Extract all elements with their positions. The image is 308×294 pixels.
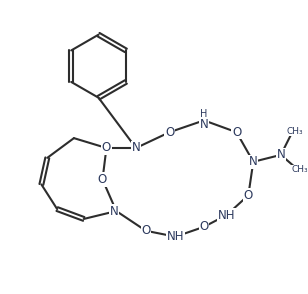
- Text: N: N: [110, 205, 119, 218]
- Text: N: N: [277, 148, 285, 161]
- Text: NH: NH: [167, 230, 184, 243]
- Text: N: N: [249, 155, 258, 168]
- Text: O: O: [102, 141, 111, 154]
- Text: NH: NH: [218, 208, 235, 221]
- Text: O: O: [98, 173, 107, 186]
- Text: O: O: [232, 126, 241, 139]
- Text: O: O: [199, 220, 209, 233]
- Text: N: N: [200, 118, 209, 131]
- Text: H
N: H N: [200, 108, 208, 130]
- Text: O: O: [141, 224, 151, 237]
- Text: O: O: [165, 126, 174, 139]
- Text: O: O: [244, 189, 253, 202]
- Text: N: N: [132, 141, 140, 154]
- Text: CH₃: CH₃: [286, 127, 303, 136]
- Text: CH₃: CH₃: [291, 165, 308, 174]
- Text: H: H: [200, 109, 208, 119]
